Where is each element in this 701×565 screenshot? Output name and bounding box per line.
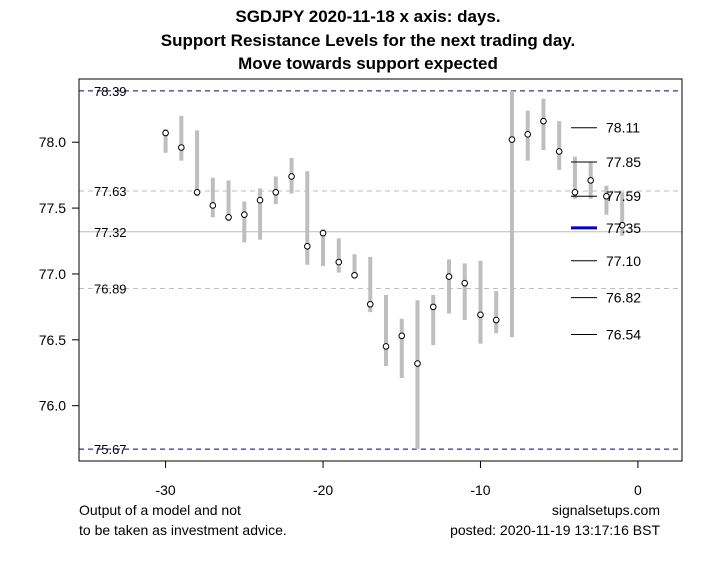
close-marker-26 [571,188,579,196]
close-marker-24 [540,117,547,125]
y-axis: 76.0 76.5 77.0 77.5 78.0 [39,134,79,414]
x-tick-label-3: 0 [634,482,642,498]
close-marker-4 [225,214,232,221]
close-marker-21 [492,316,500,324]
close-marker-16 [414,360,421,367]
close-marker-12 [351,271,358,279]
close-marker-28 [603,192,610,200]
hline-label-3: 76.89 [94,281,127,296]
price-range-bars [163,90,625,450]
forecast-level-label-2: 77.59 [606,188,641,204]
forecast-level-label-1: 77.85 [606,154,641,170]
close-marker-20 [477,311,484,319]
close-marker-19 [461,279,469,287]
close-marker-8 [288,173,295,180]
title-line-3: Move towards support expected [238,54,498,73]
close-marker-0 [162,129,169,137]
close-marker-6 [256,196,264,204]
hline-label-2: 77.32 [94,225,127,240]
y-tick-label-1: 76.5 [39,332,66,348]
close-marker-1 [178,144,185,151]
chart-footer: Output of a model and not to be taken as… [79,502,660,538]
close-marker-29 [618,221,626,229]
posted-timestamp: posted: 2020-11-19 13:17:16 BST [450,522,660,538]
y-tick-label-0: 76.0 [39,398,66,414]
x-tick-label-0: -30 [155,482,175,498]
chart-title: SGDJPY 2020-11-18 x axis: days. Support … [161,7,575,73]
site-label: signalsetups.com [552,502,660,518]
close-marker-9 [303,242,311,250]
close-marker-13 [366,300,374,308]
forecast-level-label-0: 78.11 [606,120,640,136]
close-marker-25 [555,148,563,155]
close-marker-3 [209,202,217,209]
close-marker-10 [319,229,327,237]
close-marker-15 [398,332,406,340]
disclaimer-line-2: to be taken as investment advice. [79,522,287,538]
disclaimer-line-1: Output of a model and not [79,502,241,518]
y-tick-label-3: 77.5 [39,200,66,216]
y-tick-label-4: 78.0 [39,134,66,150]
close-marker-17 [429,303,437,311]
forecast-level-label-4: 77.10 [606,253,641,269]
forecast-level-label-6: 76.54 [606,327,641,343]
hline-label-0: 78.39 [94,84,127,99]
close-marker-2 [193,188,201,196]
support-resistance-lines: 78.39 77.63 77.32 76.89 75.67 [79,84,682,457]
forecast-levels: 78.11 77.85 77.59 77.35 77.10 76.82 76.54 [571,120,641,343]
x-tick-label-2: -10 [470,482,490,498]
close-marker-22 [508,136,516,143]
title-line-1: SGDJPY 2020-11-18 x axis: days. [235,7,500,26]
close-marker-23 [524,131,532,138]
plot-frame [78,78,683,462]
forecast-level-label-5: 76.82 [606,290,641,306]
close-marker-14 [382,343,390,350]
y-tick-label-2: 77.0 [39,266,66,282]
close-marker-11 [335,258,343,266]
close-marker-7 [272,188,280,196]
close-marker-27 [587,177,594,184]
close-markers [162,117,626,367]
close-marker-18 [445,273,453,280]
forecast-level-label-3: 77.35 [606,220,641,236]
x-axis: -30 -20 -10 0 [155,460,642,498]
hline-label-4: 75.67 [94,442,127,457]
hline-label-1: 77.63 [94,184,127,199]
title-line-2: Support Resistance Levels for the next t… [161,31,575,50]
close-marker-5 [241,211,248,218]
x-tick-label-1: -20 [313,482,333,498]
